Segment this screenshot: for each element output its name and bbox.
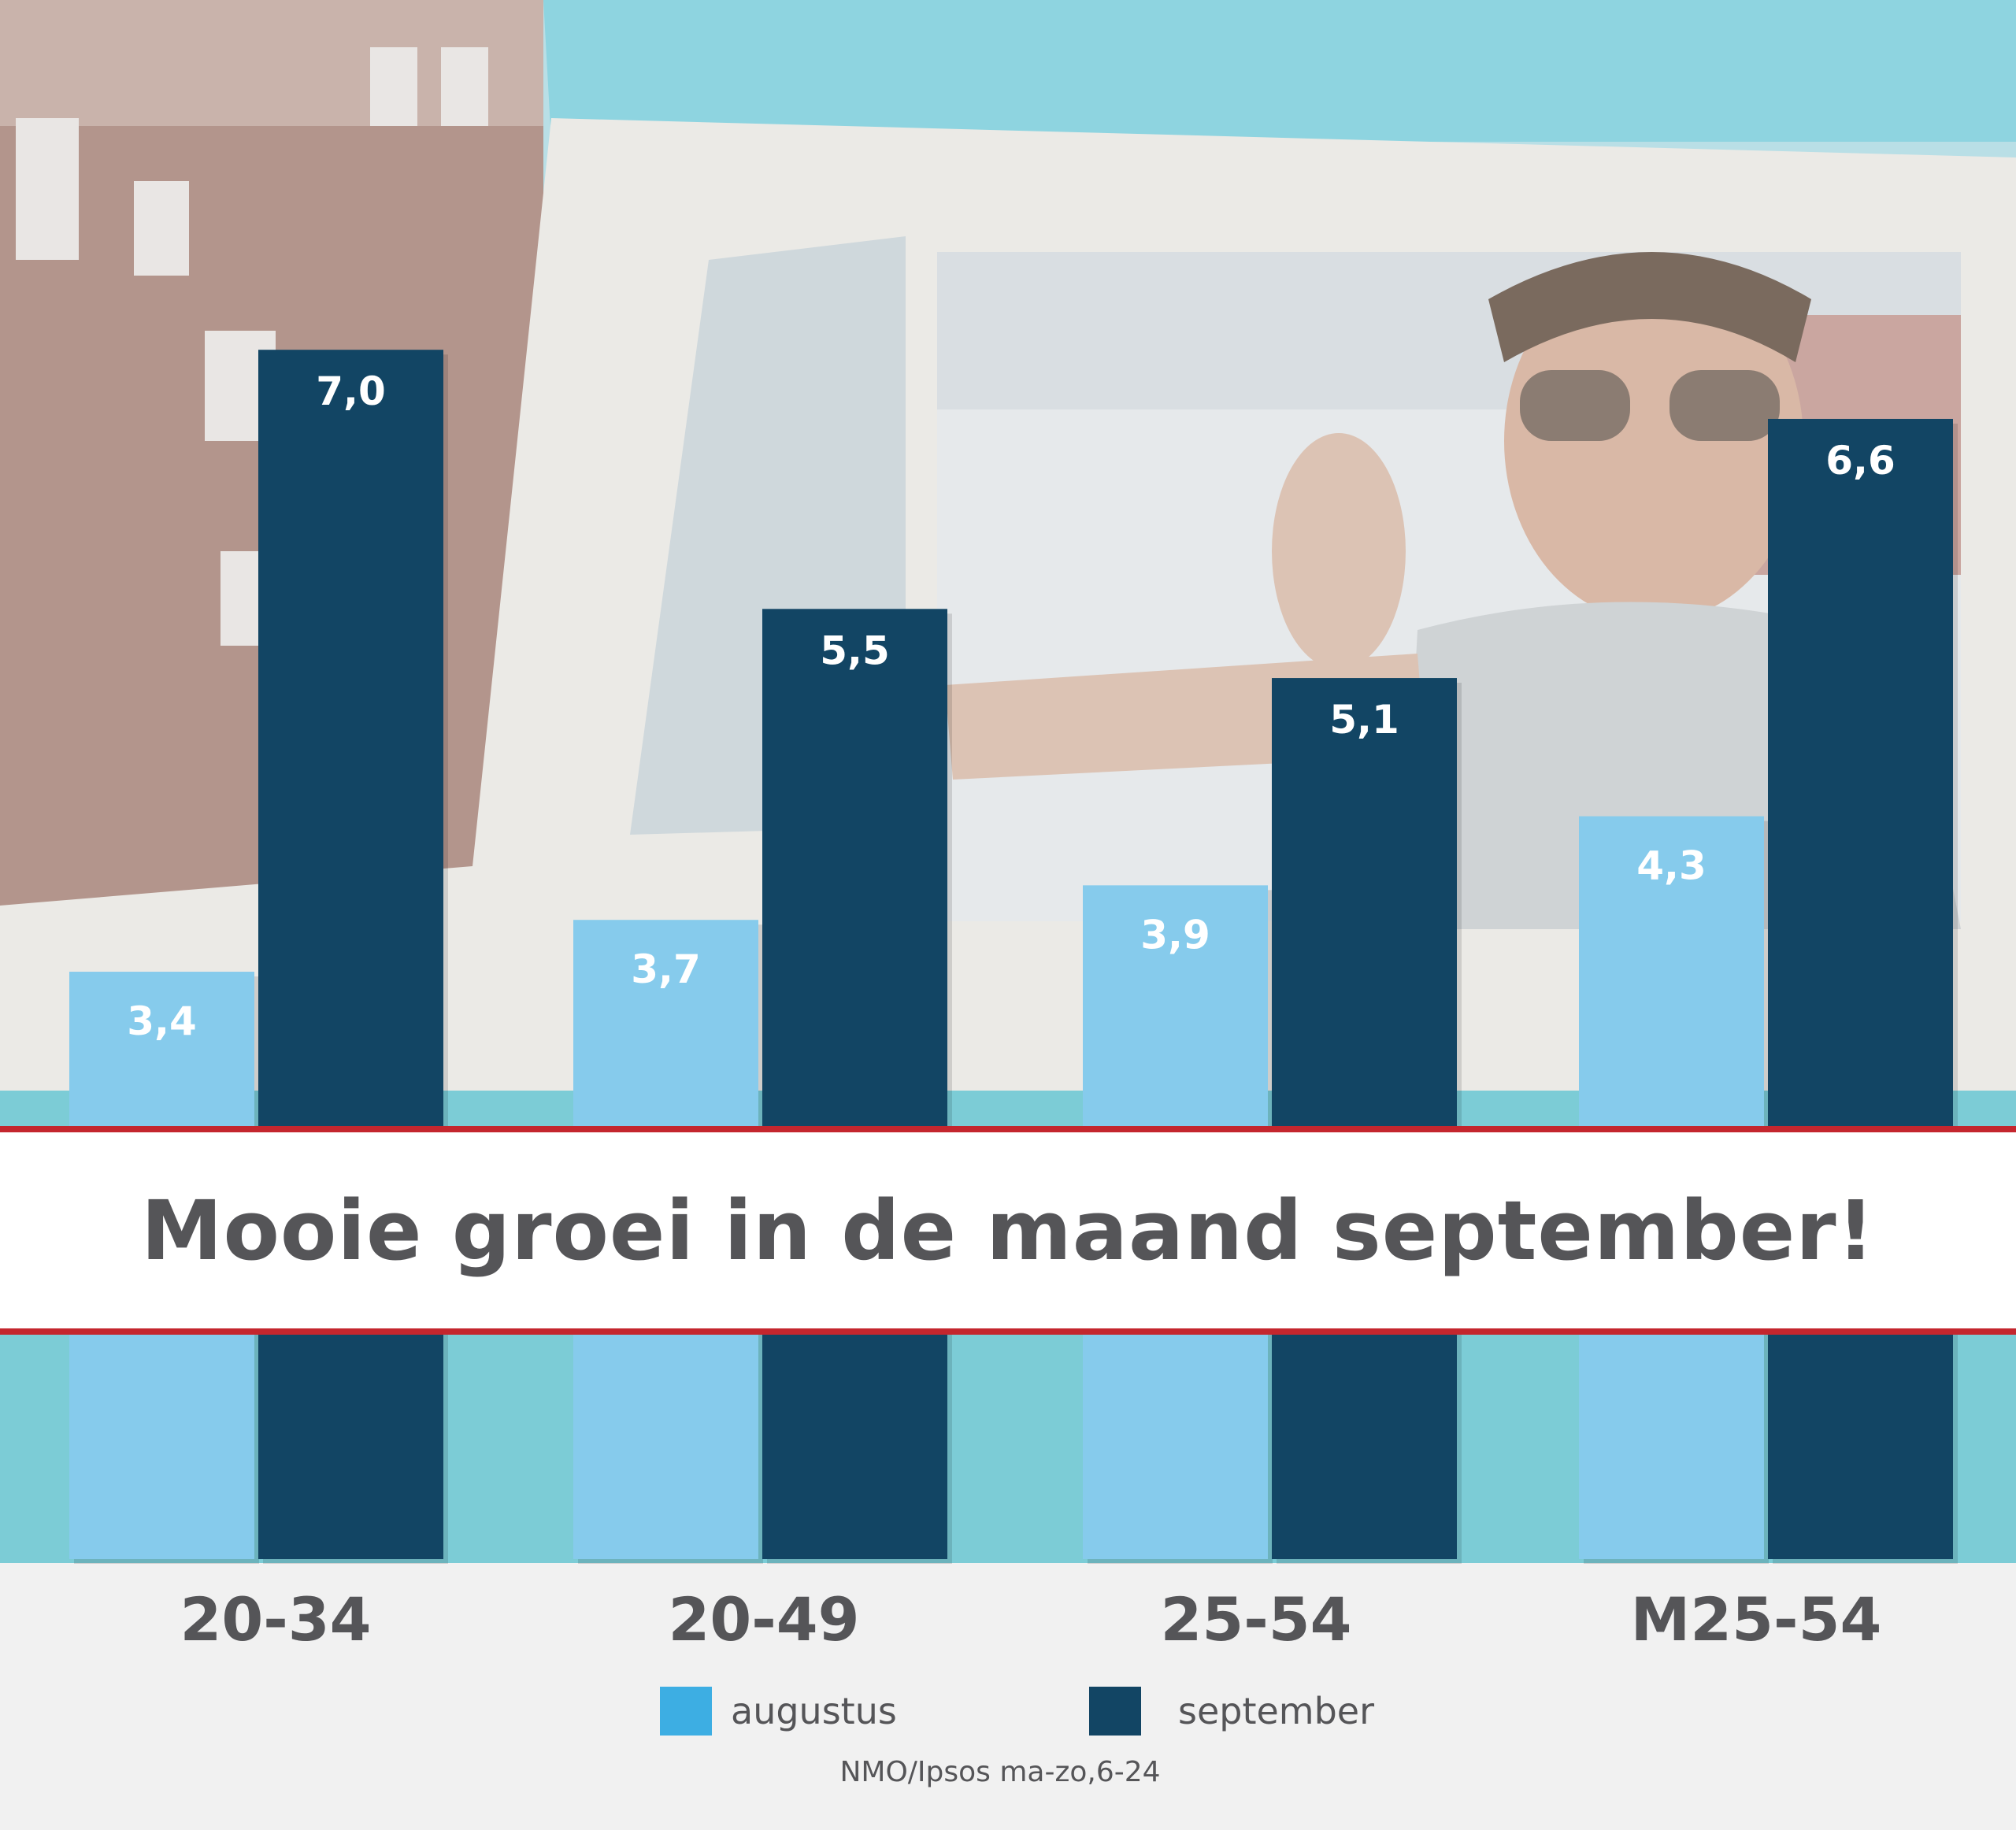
bar-september-25-54 — [1272, 678, 1457, 1559]
value-label-augustus-20-34: 3,4 — [127, 998, 197, 1044]
category-label-20-34: 20-34 — [180, 1584, 372, 1654]
value-label-augustus-M25-54: 4,3 — [1636, 843, 1707, 889]
category-label-25-54: 25-54 — [1160, 1584, 1352, 1654]
value-label-augustus-20-49: 3,7 — [631, 946, 701, 992]
bar-september-20-49 — [762, 609, 947, 1559]
value-label-september-20-34: 7,0 — [316, 369, 386, 414]
background-photo — [0, 0, 2016, 1563]
source-note: NMO/Ipsos ma-zo,6-24 — [839, 1756, 1161, 1788]
headline-banner: Mooie groei in de maand september! — [0, 1126, 2016, 1335]
bar-september-M25-54 — [1768, 418, 1953, 1560]
legend-swatch-september — [1089, 1687, 1141, 1736]
legend-swatch-augustus — [660, 1687, 712, 1736]
legend-label-september: september — [1178, 1690, 1375, 1732]
value-labels-group: 3,4 3,7 3,9 4,3 7,0 5,5 5,1 6,6 — [127, 369, 1896, 1044]
category-label-20-49: 20-49 — [668, 1584, 860, 1654]
bar-september-20-34 — [258, 350, 443, 1560]
value-label-september-25-54: 5,1 — [1329, 697, 1399, 743]
legend-label-augustus: augustus — [731, 1690, 897, 1732]
value-label-september-20-49: 5,5 — [820, 628, 890, 673]
value-label-september-M25-54: 6,6 — [1825, 438, 1896, 483]
value-label-augustus-25-54: 3,9 — [1140, 912, 1210, 958]
chart-title: Mooie groei in de maand september! — [140, 1182, 1876, 1279]
category-label-m25-54: M25-54 — [1630, 1584, 1882, 1654]
bars-group — [69, 350, 1958, 1565]
legend: augustus september — [0, 1685, 2016, 1740]
